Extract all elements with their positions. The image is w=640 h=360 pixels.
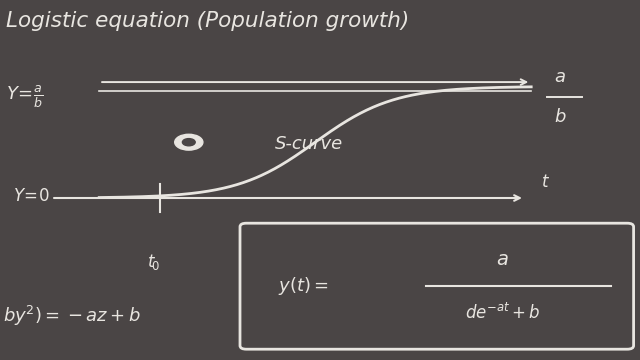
Text: $by^2) = -az + b$: $by^2) = -az + b$: [3, 303, 141, 328]
Text: $y(t) =$: $y(t) =$: [278, 275, 329, 297]
Text: $t$: $t$: [541, 173, 550, 191]
Text: $de^{-at} + b$: $de^{-at} + b$: [465, 303, 540, 323]
FancyBboxPatch shape: [240, 223, 634, 349]
Text: a: a: [554, 68, 566, 86]
Text: Logistic equation (Population growth): Logistic equation (Population growth): [6, 11, 410, 31]
Text: $Y\!=\!\frac{a}{b}$: $Y\!=\!\frac{a}{b}$: [6, 84, 44, 111]
Circle shape: [182, 139, 195, 146]
Text: $Y\!=\!0$: $Y\!=\!0$: [13, 187, 49, 205]
Text: $a$: $a$: [496, 250, 509, 269]
Text: S-curve: S-curve: [275, 135, 344, 153]
Circle shape: [175, 134, 203, 150]
Text: b: b: [554, 108, 566, 126]
Text: $t_{\!0}$: $t_{\!0}$: [147, 252, 160, 272]
